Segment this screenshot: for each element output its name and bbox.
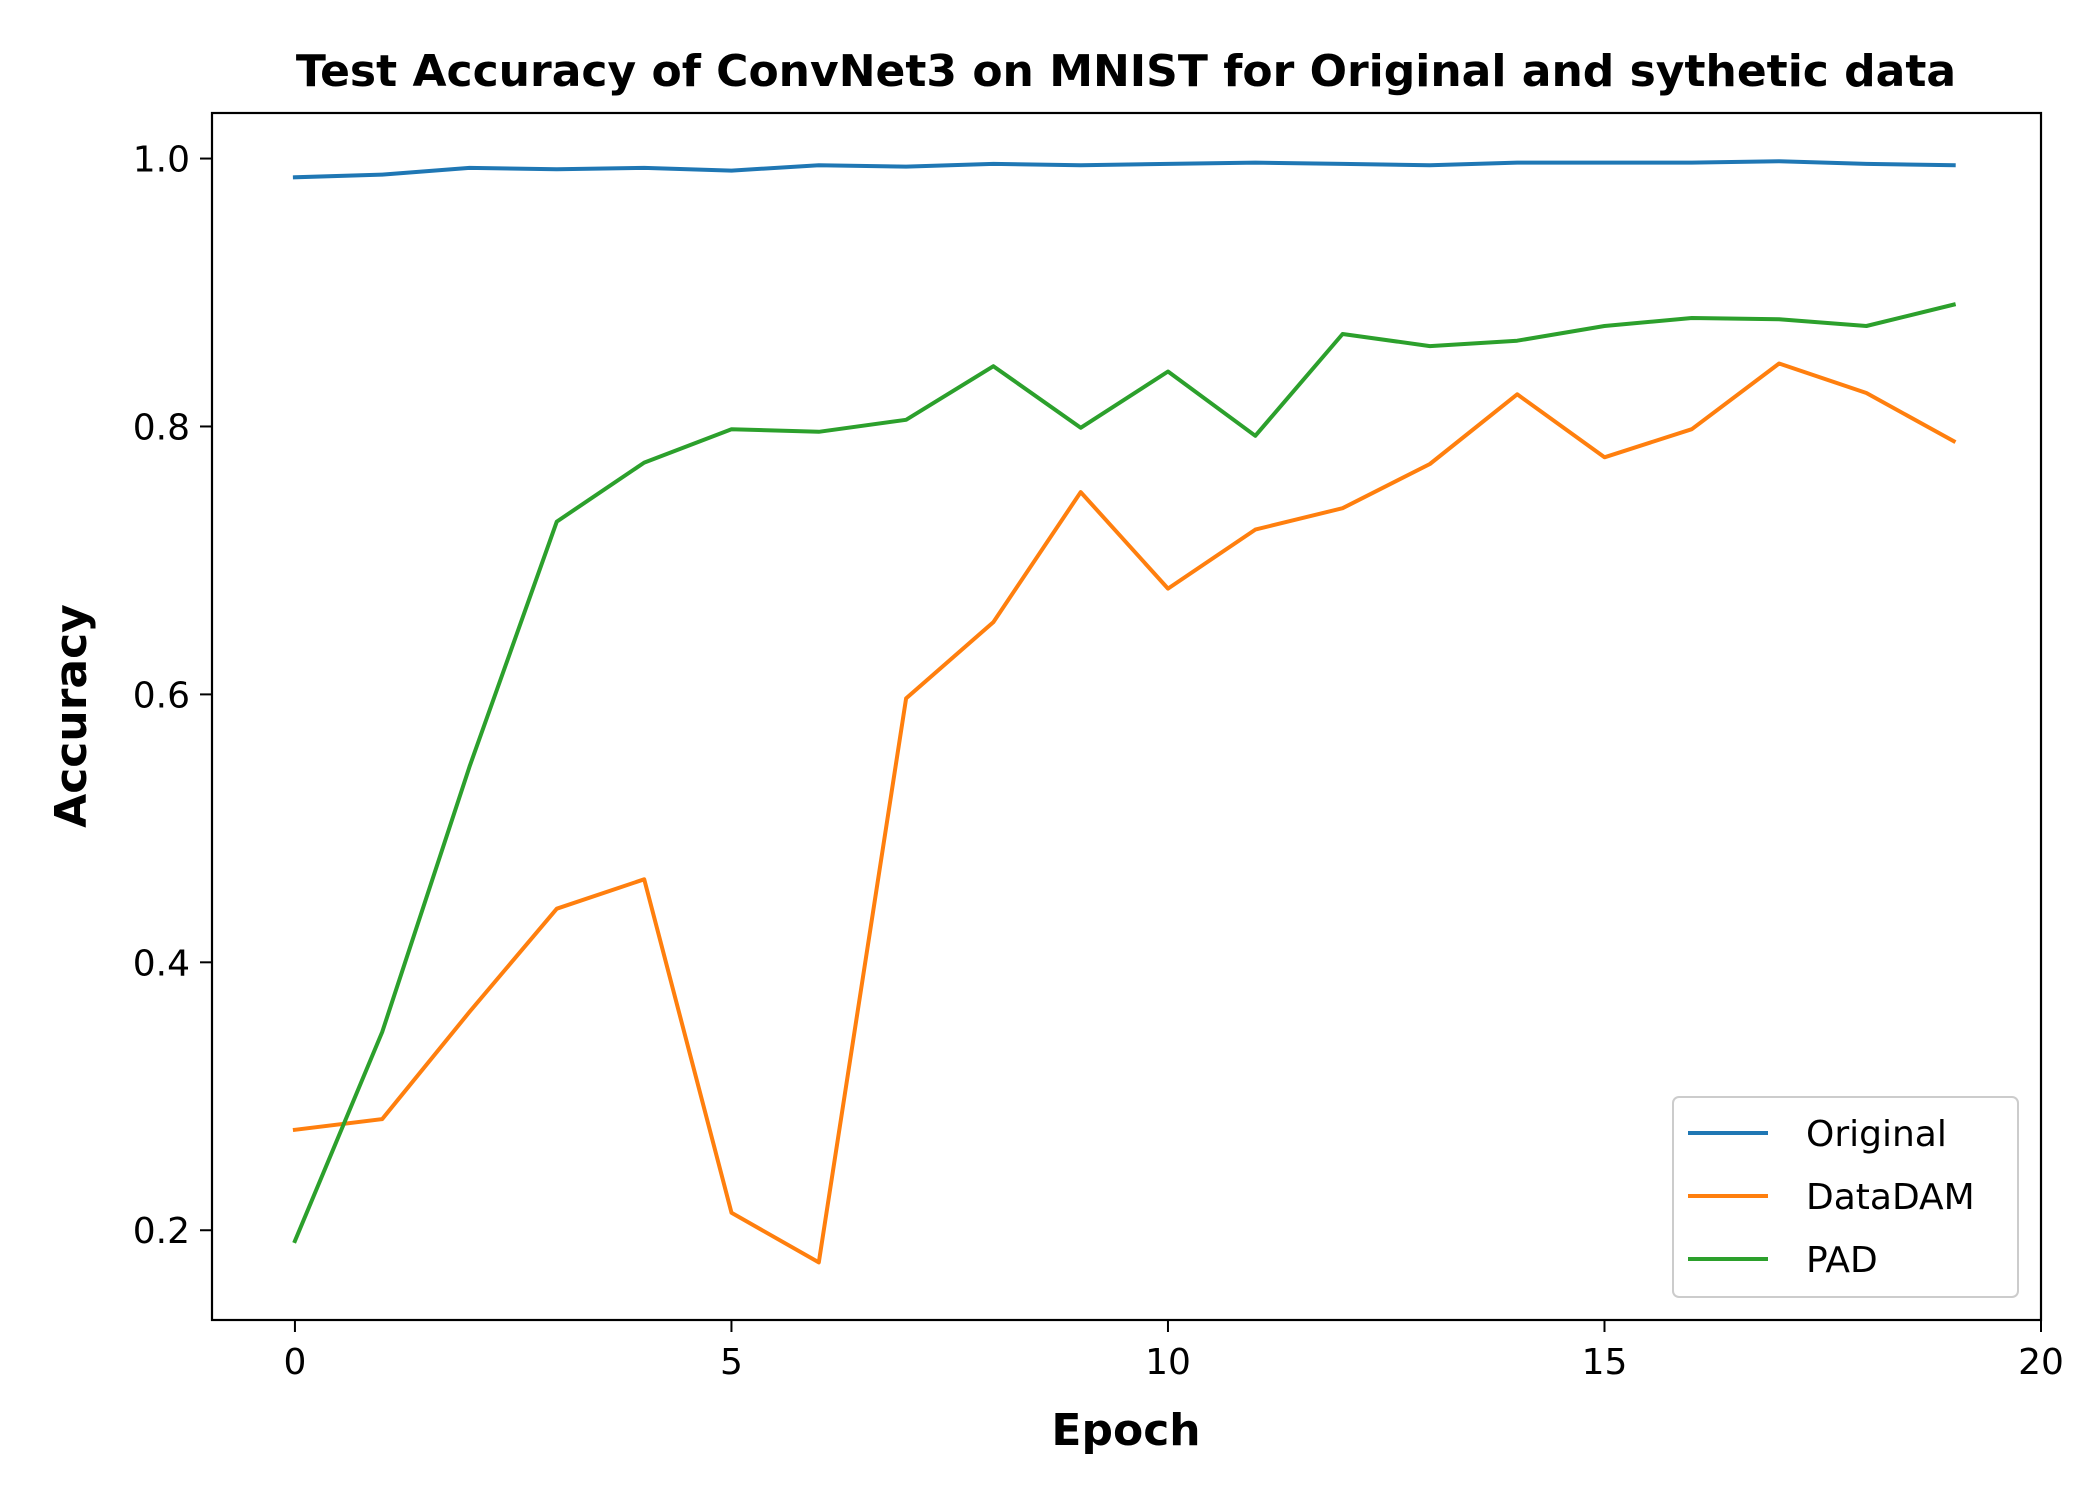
x-tick-label: 20 xyxy=(2018,1342,2064,1383)
legend: Original DataDAM PAD xyxy=(1672,1096,2019,1298)
legend-label-pad: PAD xyxy=(1806,1240,1878,1281)
plot-area-frame xyxy=(210,111,2043,1322)
legend-frame xyxy=(1672,1096,2019,1298)
legend-label-original: Original xyxy=(1806,1114,1947,1155)
y-axis-label: Accuracy xyxy=(46,604,97,828)
series-lines xyxy=(292,159,1957,1265)
y-axis: 0.2 0.4 0.6 0.8 1.0 xyxy=(133,140,212,1252)
chart-title: Test Accuracy of ConvNet3 on MNIST for O… xyxy=(296,46,1956,97)
series-line-pad xyxy=(292,302,1957,1244)
y-tick-label: 0.8 xyxy=(133,407,190,448)
y-tick-label: 0.6 xyxy=(133,675,190,716)
y-tick-label: 1.0 xyxy=(133,140,190,181)
y-tick-label: 0.2 xyxy=(133,1211,190,1252)
legend-label-datadam: DataDAM xyxy=(1806,1177,1975,1218)
x-tick-label: 0 xyxy=(283,1342,306,1383)
series-line-original xyxy=(292,159,1956,180)
x-axis-label: Epoch xyxy=(1051,1405,1200,1456)
x-axis: 0 5 10 15 20 xyxy=(283,1320,2064,1383)
series-line-datadam xyxy=(292,361,1957,1265)
x-tick-label: 5 xyxy=(720,1342,743,1383)
x-tick-label: 15 xyxy=(1582,1342,1628,1383)
y-tick-label: 0.4 xyxy=(133,943,190,984)
x-tick-label: 10 xyxy=(1145,1342,1191,1383)
